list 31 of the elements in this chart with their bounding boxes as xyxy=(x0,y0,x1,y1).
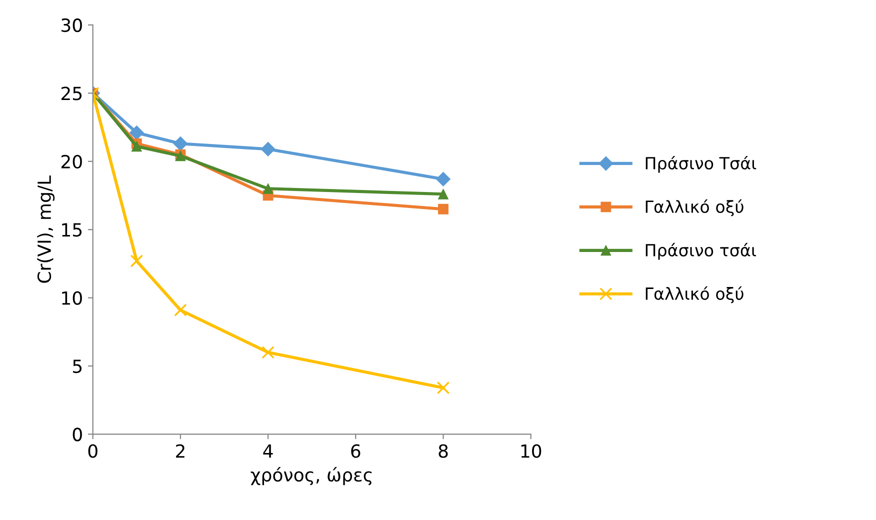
x-tick-label: 4 xyxy=(263,444,273,458)
point xyxy=(260,142,276,156)
point xyxy=(438,188,448,200)
point xyxy=(174,304,187,316)
legend-label: Γαλλικό οξύ xyxy=(646,199,744,216)
y-axis-title: Cr(VI), mg/L xyxy=(37,175,55,283)
y-tick-label: 25 xyxy=(61,86,82,100)
x-tick-label: 8 xyxy=(438,444,448,458)
x-tick-label: 2 xyxy=(176,444,184,458)
y-tick-label: 15 xyxy=(62,223,82,237)
x-tick-label: 6 xyxy=(351,444,360,458)
point xyxy=(438,204,448,214)
y-tick-label: 0 xyxy=(72,428,82,442)
x-tick-label: 0 xyxy=(88,444,98,458)
y-tick-label: 30 xyxy=(62,18,82,32)
y-tick-label: 5 xyxy=(73,360,82,374)
y-tick-label: 10 xyxy=(62,291,82,305)
point xyxy=(130,254,144,268)
legend-label: Γαλλικό οξύ xyxy=(646,286,744,304)
x-axis-title: χρόνος, ώρες xyxy=(250,466,372,486)
point xyxy=(131,141,142,152)
point xyxy=(173,136,188,151)
point xyxy=(129,126,144,140)
x-tick-label: 10 xyxy=(521,444,542,458)
legend-label: Πράσινο τσάι xyxy=(646,242,756,260)
point xyxy=(436,172,450,186)
point xyxy=(262,346,274,359)
y-tick-label: 20 xyxy=(61,154,82,168)
legend-label: Πράσινο Τσάι xyxy=(646,156,756,173)
point xyxy=(262,183,274,194)
point xyxy=(436,381,450,394)
